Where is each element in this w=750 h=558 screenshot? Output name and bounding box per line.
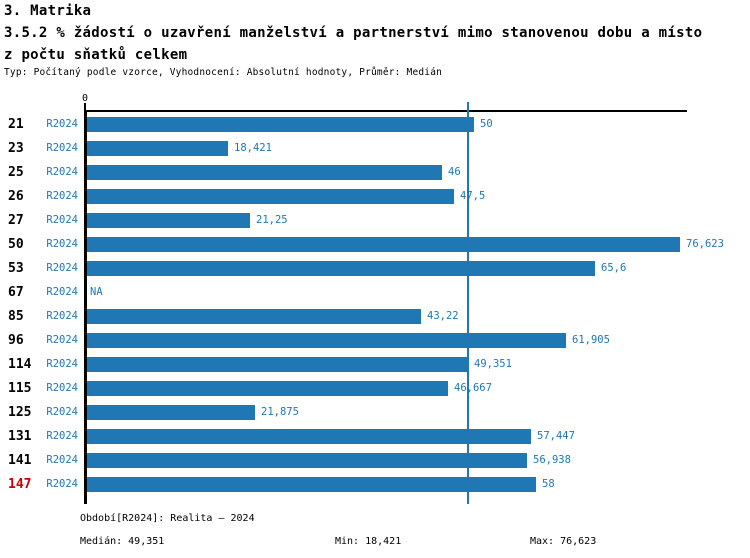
footer-max-label: Max: 76,623 — [530, 536, 597, 547]
period-label: R2024 — [46, 166, 78, 178]
period-label: R2024 — [46, 118, 78, 130]
indicator-title-line2: z počtu sňatků celkem — [4, 47, 188, 63]
region-number-label: 25 — [8, 165, 24, 180]
bar-value-label: 21,25 — [256, 214, 288, 226]
bar-value-label: 46,667 — [454, 382, 492, 394]
na-label: NA — [90, 286, 103, 298]
value-bar — [87, 165, 442, 180]
period-label: R2024 — [46, 382, 78, 394]
region-number-label: 53 — [8, 261, 24, 276]
footer-min-label: Min: 18,421 — [335, 536, 402, 547]
region-number-label: 131 — [8, 429, 32, 444]
chart-row: 21 R2024 50 — [0, 117, 750, 132]
chart-row: 25 R2024 46 — [0, 165, 750, 180]
chart-row: 26 R2024 47,5 — [0, 189, 750, 204]
value-bar — [87, 453, 527, 468]
bar-value-label: 50 — [480, 118, 493, 130]
top-axis-line — [85, 110, 687, 112]
bar-value-label: 18,421 — [234, 142, 272, 154]
period-label: R2024 — [46, 262, 78, 274]
bar-value-label: 65,6 — [601, 262, 627, 274]
value-bar — [87, 237, 680, 252]
value-bar — [87, 429, 531, 444]
period-label: R2024 — [46, 406, 78, 418]
bar-value-label: 47,5 — [460, 190, 486, 202]
region-number-label: 115 — [8, 381, 32, 396]
value-bar — [87, 117, 474, 132]
value-bar — [87, 477, 536, 492]
value-bar — [87, 189, 454, 204]
footer-period-label: Období[R2024]: Realita – 2024 — [80, 513, 255, 524]
axis-zero-tick — [84, 103, 86, 110]
chart-row: 141 R2024 56,938 — [0, 453, 750, 468]
region-number-label: 141 — [8, 453, 32, 468]
period-label: R2024 — [46, 478, 78, 490]
bar-value-label: 56,938 — [533, 454, 571, 466]
chart-row: 131 R2024 57,447 — [0, 429, 750, 444]
region-number-label: 85 — [8, 309, 24, 324]
period-label: R2024 — [46, 214, 78, 226]
chart-row: 53 R2024 65,6 — [0, 261, 750, 276]
period-label: R2024 — [46, 454, 78, 466]
region-number-label: 27 — [8, 213, 24, 228]
bar-value-label: 21,875 — [261, 406, 299, 418]
period-label: R2024 — [46, 430, 78, 442]
chart-row: 50 R2024 76,623 — [0, 237, 750, 252]
value-bar — [87, 357, 468, 372]
region-number-label: 96 — [8, 333, 24, 348]
period-label: R2024 — [46, 310, 78, 322]
bar-value-label: 58 — [542, 478, 555, 490]
chart-row: 147 R2024 58 — [0, 477, 750, 492]
value-bar — [87, 381, 448, 396]
bar-value-label: 43,22 — [427, 310, 459, 322]
region-number-label: 147 — [8, 477, 32, 492]
median-reference-line — [467, 102, 469, 504]
period-label: R2024 — [46, 334, 78, 346]
value-bar — [87, 333, 566, 348]
value-bar — [87, 405, 255, 420]
value-bar — [87, 141, 228, 156]
bar-value-label: 46 — [448, 166, 461, 178]
region-number-label: 23 — [8, 141, 24, 156]
bar-value-label: 61,905 — [572, 334, 610, 346]
period-label: R2024 — [46, 286, 78, 298]
chart-row: 85 R2024 43,22 — [0, 309, 750, 324]
period-label: R2024 — [46, 190, 78, 202]
value-bar — [87, 213, 250, 228]
footer-median-label: Medián: 49,351 — [80, 536, 165, 547]
indicator-meta: Typ: Počítaný podle vzorce, Vyhodnocení:… — [4, 67, 443, 78]
chart-row: 27 R2024 21,25 — [0, 213, 750, 228]
left-axis-line — [84, 110, 87, 504]
period-label: R2024 — [46, 358, 78, 370]
chart-row: 23 R2024 18,421 — [0, 141, 750, 156]
region-number-label: 50 — [8, 237, 24, 252]
bar-value-label: 49,351 — [474, 358, 512, 370]
value-bar — [87, 261, 595, 276]
section-title: 3. Matrika — [4, 3, 92, 19]
indicator-title-line1: 3.5.2 % žádostí o uzavření manželství a … — [4, 25, 703, 41]
value-bar — [87, 309, 421, 324]
region-number-label: 67 — [8, 285, 24, 300]
period-label: R2024 — [46, 142, 78, 154]
chart-row: 114 R2024 49,351 — [0, 357, 750, 372]
period-label: R2024 — [46, 238, 78, 250]
region-number-label: 26 — [8, 189, 24, 204]
chart-row: 115 R2024 46,667 — [0, 381, 750, 396]
axis-zero-tick-label: 0 — [81, 93, 89, 104]
chart-row: 96 R2024 61,905 — [0, 333, 750, 348]
bar-value-label: 57,447 — [537, 430, 575, 442]
chart-row: 125 R2024 21,875 — [0, 405, 750, 420]
chart-row: 67 R2024 NA — [0, 285, 750, 300]
region-number-label: 125 — [8, 405, 32, 420]
region-number-label: 21 — [8, 117, 24, 132]
region-number-label: 114 — [8, 357, 32, 372]
bar-value-label: 76,623 — [686, 238, 724, 250]
